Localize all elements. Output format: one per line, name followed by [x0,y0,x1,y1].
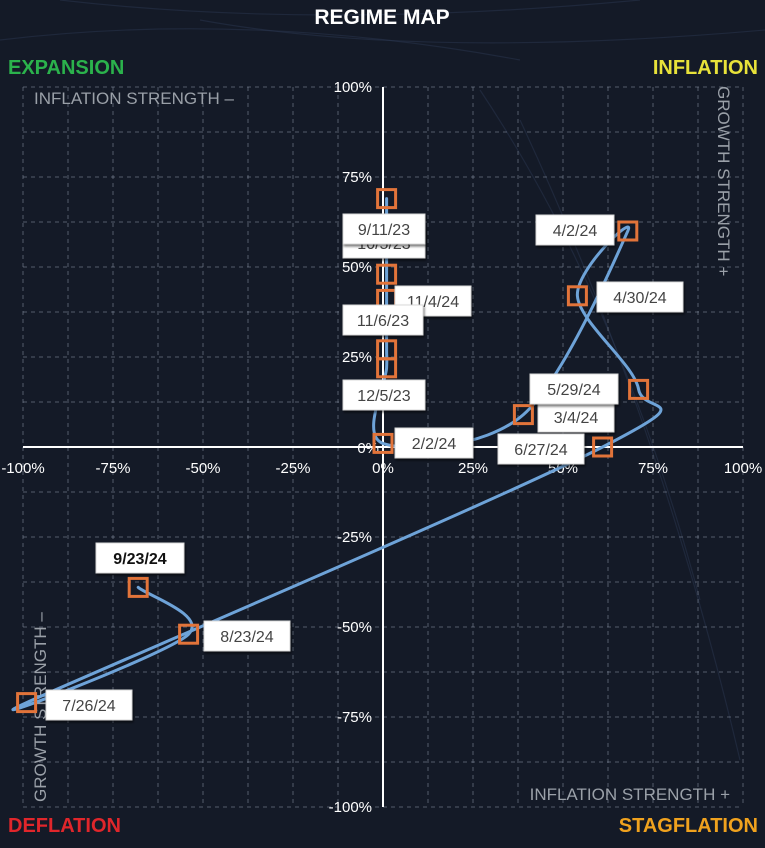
point-label-text: 8/23/24 [220,629,273,646]
point-label-box [342,379,426,411]
point-marker [566,285,588,307]
point-label-text: 4/2/24 [553,223,598,240]
point-label: 7/26/24 [45,689,133,721]
point-label-box [342,213,426,245]
x-tick-label: -50% [185,460,220,477]
point-marker [127,576,149,598]
y-tick-label: -25% [337,529,372,546]
chart-title: REGIME MAP [314,6,449,29]
x-tick-label: 25% [458,460,488,477]
point-label: 3/4/24 [537,401,615,433]
point-label: 9/11/23 [342,213,426,245]
point-label: 2/2/24 [394,427,474,459]
background-swoosh [519,119,741,761]
background-swoosh [0,28,521,61]
point-marker [376,188,398,210]
point-label-box [497,433,585,465]
point-label-text: 3/4/24 [554,410,599,427]
x-tick-label: -75% [95,460,130,477]
point-label: 11/6/23 [342,304,424,336]
y-tick-label: 0% [357,440,379,457]
point-label-text: 5/29/24 [547,382,600,399]
x-tick-label: 100% [724,460,762,477]
axis-label-growth-plus: GROWTH STRENGTH + [714,86,733,276]
background-swooshes [0,0,765,761]
point-marker [628,378,650,400]
y-tick-label: -50% [337,619,372,636]
y-tick-label: -75% [337,709,372,726]
point-label-box [342,304,424,336]
quadrant-label-expansion: EXPANSION [8,57,124,79]
point-label-text: 11/6/23 [357,313,409,330]
background-swoosh [479,89,701,601]
axis-label-inflation-minus: INFLATION STRENGTH – [34,89,234,108]
point-label-box [95,542,185,574]
axis-label-inflation-plus: INFLATION STRENGTH + [530,785,730,804]
quadrant-label-deflation: DEFLATION [8,815,121,837]
point-label: 6/27/24 [497,433,585,465]
point-marker [512,404,534,426]
x-tick-label: 75% [638,460,668,477]
point-label: 8/23/24 [203,620,291,652]
point-label-box [394,427,474,459]
point-marker [376,263,398,285]
point-label-text: 7/26/24 [62,698,115,715]
point-label-box [535,214,615,246]
background-swoosh [199,19,765,44]
y-tick-label: 75% [342,169,372,186]
point-marker [372,432,394,454]
y-tick-label: 25% [342,349,372,366]
quadrant-label-stagflation: STAGFLATION [619,815,758,837]
point-label-box [537,401,615,433]
axis-label-growth-minus: GROWTH STRENGTH – [31,612,50,802]
point-label: 9/23/24 [95,542,185,574]
point-label-text: 2/2/24 [412,436,457,453]
x-tick-label: -25% [275,460,310,477]
point-label-text: 9/23/24 [113,551,166,568]
point-label-text: 6/27/24 [514,442,567,459]
point-marker [617,220,639,242]
point-label-box [45,689,133,721]
point-label: 12/5/23 [342,379,426,411]
point-label-text: 9/11/23 [358,222,410,239]
point-marker [16,692,38,714]
point-label-box [203,620,291,652]
y-tick-label: 100% [334,79,372,96]
background-swoosh [59,0,641,16]
point-label-text: 4/30/24 [613,290,666,307]
y-tick-label: 50% [342,259,372,276]
point-marker [178,623,200,645]
point-label-box [529,373,619,405]
tick-labels: -100% -75% -50% -25% 0% 25% 50% 75% 100% 100% 75% 5… [1,79,762,816]
point-marker [592,436,614,458]
point-labels: 10/5/2311/4/249/11/2311/6/2312/5/232/2/2… [45,213,684,721]
x-tick-label: -100% [1,460,44,477]
point-marker [376,357,398,379]
quadrant-label-inflation: INFLATION [653,57,758,79]
point-label-box [596,281,684,313]
point-label-text: 12/5/23 [357,388,410,405]
y-tick-label: -100% [329,799,372,816]
point-label: 4/2/24 [535,214,615,246]
point-label: 5/29/24 [529,373,619,405]
point-label: 4/30/24 [596,281,684,313]
x-tick-label: 0% [372,460,394,477]
